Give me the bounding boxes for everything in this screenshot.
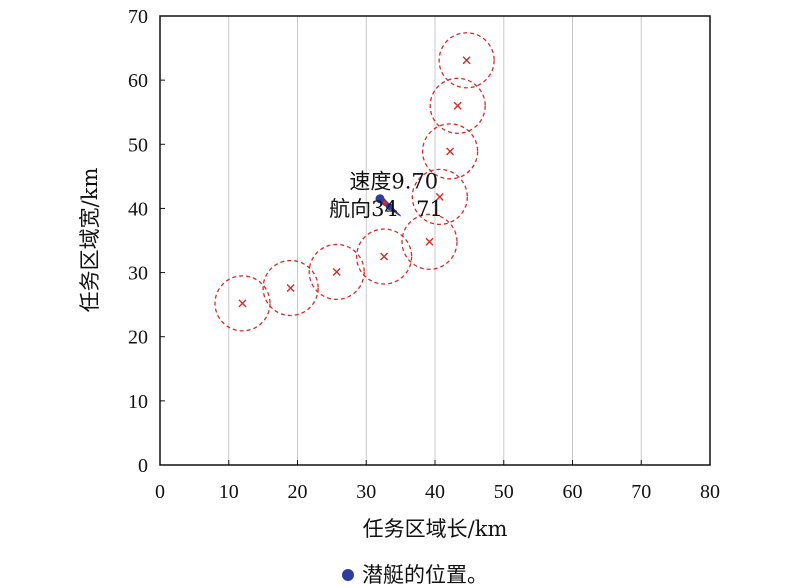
y-tick-label: 0 (138, 455, 148, 477)
search-circle (438, 32, 495, 89)
x-axis-label: 任务区域长/km (363, 517, 508, 541)
target-marker (380, 252, 389, 261)
search-circle (355, 228, 413, 285)
target-marker (453, 101, 462, 110)
legend-marker (342, 569, 354, 581)
search-circle (421, 123, 479, 180)
x-tick-label: 40 (425, 481, 445, 503)
y-tick-label: 10 (128, 391, 148, 413)
target-marker (462, 56, 471, 65)
x-tick-label: 10 (219, 481, 239, 503)
annotation-group: 速度9.70 航向34 71 (329, 170, 443, 222)
target-marker (435, 192, 444, 201)
legend: 潜艇的位置。 (342, 563, 488, 587)
x-tick-label: 70 (631, 481, 651, 503)
annotation-label: 71 (416, 197, 443, 221)
y-tick-label: 40 (128, 198, 148, 220)
y-tick-label: 50 (128, 134, 148, 156)
search-circle (308, 243, 365, 301)
search-circle (401, 213, 458, 270)
x-tick-label: 60 (563, 481, 583, 503)
grid-lines (228, 16, 642, 465)
search-circle (214, 275, 271, 332)
annotation-label: 航向34 (329, 197, 398, 221)
x-tick-label: 80 (700, 481, 720, 503)
circle-group (214, 32, 495, 332)
submarine-track-point (385, 203, 393, 211)
y-axis-ticks: 0 10 20 30 40 50 60 70 (128, 6, 165, 477)
y-tick-label: 60 (128, 70, 148, 92)
x-tick-label: 20 (288, 481, 308, 503)
x-tick-label: 0 (155, 481, 165, 503)
annotation-label: 速度9.70 (349, 170, 438, 194)
search-circle (429, 77, 486, 134)
target-marker (286, 283, 295, 292)
x-tick-label: 50 (494, 481, 514, 503)
submarine-group (375, 194, 401, 217)
marker-group (238, 56, 471, 308)
y-tick-label: 20 (128, 327, 148, 349)
y-tick-label: 30 (128, 263, 148, 285)
target-marker (425, 237, 434, 246)
target-marker (332, 267, 341, 276)
y-axis-label: 任务区域宽/km (78, 168, 102, 313)
target-marker (446, 147, 455, 156)
legend-label: 潜艇的位置。 (362, 563, 488, 587)
x-axis-ticks: 0 10 20 30 40 50 60 70 80 (155, 460, 720, 503)
x-tick-label: 30 (356, 481, 376, 503)
search-circle (262, 259, 319, 317)
target-marker (238, 299, 247, 308)
submarine-marker (375, 194, 385, 204)
search-circle (411, 168, 468, 226)
y-tick-label: 70 (128, 6, 148, 28)
